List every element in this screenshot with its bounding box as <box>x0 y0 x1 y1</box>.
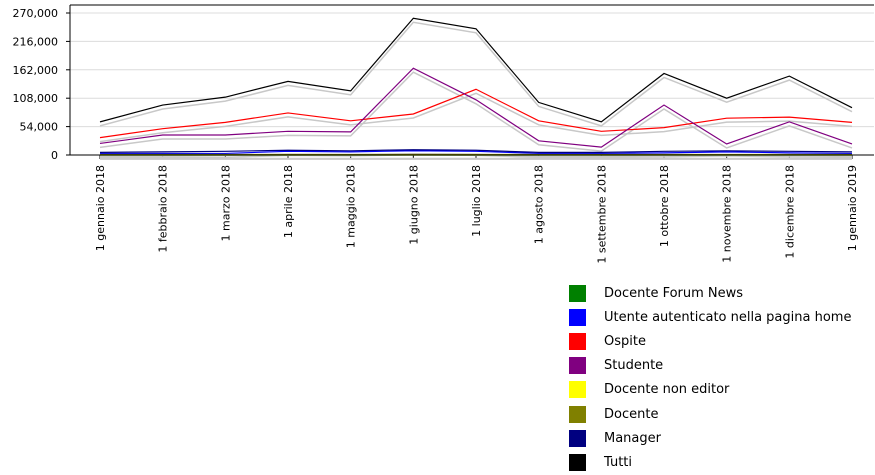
series-lines <box>99 17 853 156</box>
y-tick-label: 108,000 <box>13 92 59 105</box>
y-tick-label: 54,000 <box>20 121 59 134</box>
legend-label: Docente non editor <box>604 382 730 398</box>
series-shadow <box>99 21 853 127</box>
x-tick-label: 1 marzo 2018 <box>219 165 232 241</box>
y-tick-label: 0 <box>51 149 58 162</box>
y-tick-label: 162,000 <box>13 64 59 77</box>
series-line <box>99 88 853 139</box>
legend-item: Tutti <box>569 450 851 474</box>
grid-lines <box>70 12 874 128</box>
legend-item: Docente <box>569 402 851 426</box>
legend-label: Docente Forum News <box>604 285 744 301</box>
legend-label: Ospite <box>604 333 646 349</box>
series-shadow <box>99 92 853 143</box>
y-tick-label: 270,000 <box>13 7 59 20</box>
legend-swatch <box>569 357 586 375</box>
x-tick-label: 1 ottobre 2018 <box>658 165 671 247</box>
series-line <box>99 149 853 153</box>
series-shadow <box>99 71 853 152</box>
legend-swatch <box>569 332 586 350</box>
legend-label: Manager <box>604 430 661 446</box>
series-line <box>100 150 853 155</box>
x-tick-label: 1 agosto 2018 <box>533 165 546 244</box>
x-axis-ticks: 1 gennaio 2018 1 febbraio 2018 1 marzo 201… <box>94 155 859 264</box>
legend: Docente Forum News Utente autenticato nel… <box>569 281 851 475</box>
legend-swatch <box>569 453 586 471</box>
x-tick-label: 1 febbraio 2018 <box>157 165 170 253</box>
x-tick-label: 1 dicembre 2018 <box>783 165 796 259</box>
legend-swatch <box>569 429 586 447</box>
legend-label: Docente <box>604 406 659 422</box>
y-axis-ticks: 0 54,000 108,000 162,000 216,000 270,000 <box>13 7 70 162</box>
legend-swatch <box>569 308 586 326</box>
legend-item: Studente <box>569 354 851 378</box>
legend-item: Ospite <box>569 329 851 353</box>
x-tick-label: 1 gennaio 2018 <box>94 165 107 251</box>
legend-item: Utente autenticato nella pagina home <box>569 305 851 329</box>
x-tick-label: 1 novembre 2018 <box>721 165 734 263</box>
legend-label: Utente autenticato nella pagina home <box>604 309 852 325</box>
legend-swatch <box>569 284 586 302</box>
legend-label: Tutti <box>604 454 633 470</box>
y-tick-label: 216,000 <box>13 35 59 48</box>
legend-swatch <box>569 381 586 399</box>
legend-item: Docente non editor <box>569 378 851 402</box>
series-line <box>99 67 853 148</box>
legend-label: Studente <box>604 358 664 374</box>
legend-swatch <box>569 405 586 423</box>
x-tick-label: 1 aprile 2018 <box>282 165 295 238</box>
legend-item: Manager <box>569 426 851 450</box>
x-tick-label: 1 maggio 2018 <box>345 165 358 248</box>
x-tick-label: 1 giugno 2018 <box>407 165 420 245</box>
legend-item: Docente Forum News <box>569 281 851 305</box>
x-tick-label: 1 gennaio 2019 <box>846 165 859 251</box>
x-tick-label: 1 settembre 2018 <box>595 165 608 264</box>
series-line <box>99 17 853 123</box>
series-shadows <box>99 21 853 160</box>
x-tick-label: 1 luglio 2018 <box>470 165 483 237</box>
